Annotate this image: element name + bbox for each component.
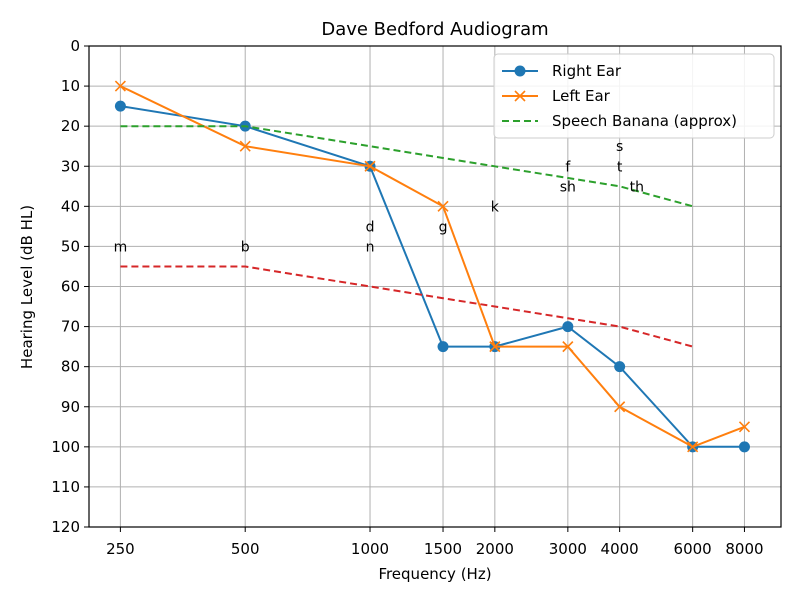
x-tick-label: 4000	[601, 540, 639, 558]
y-tick-label: 70	[61, 318, 80, 336]
series-speech-banana-approx	[120, 125, 693, 208]
phoneme-label: m	[114, 239, 128, 255]
legend-label: Speech Banana (approx)	[552, 112, 737, 130]
legend-swatch-marker	[514, 65, 526, 77]
legend-label: Left Ear	[552, 87, 611, 105]
legend-swatch-marker-stroke	[514, 90, 526, 102]
y-tick-label: 90	[61, 398, 80, 416]
series-layer	[114, 80, 751, 453]
y-tick-label: 80	[61, 358, 80, 376]
y-tick-label: 110	[51, 478, 80, 496]
series-right-ear	[114, 100, 750, 453]
x-axis-ticks: 250 500 1000 1500 2000 3000 4000 6000 8000	[106, 527, 764, 558]
x-axis-label: Frequency (Hz)	[378, 565, 491, 583]
series-lower-speech-boundary	[120, 265, 693, 348]
legend-entries: Right Ear Left Ear Speech Banana (approx)	[502, 62, 737, 130]
x-tick-label: 6000	[674, 540, 712, 558]
y-tick-label: 60	[61, 278, 80, 296]
right-ear-point	[562, 321, 574, 333]
phoneme-label: f	[565, 159, 571, 175]
right-ear-point	[437, 341, 449, 353]
phoneme-label: g	[439, 219, 448, 235]
x-tick-label: 3000	[549, 540, 587, 558]
y-tick-label: 40	[61, 197, 80, 215]
left-ear-point	[687, 441, 699, 453]
y-tick-label: 50	[61, 237, 80, 255]
left-ear-point-stroke	[437, 200, 449, 212]
phoneme-label: k	[491, 199, 500, 215]
left-ear-point-stroke	[687, 441, 699, 453]
y-axis-label: Hearing Level (dB HL)	[18, 205, 36, 369]
series-left-ear	[114, 80, 751, 453]
phoneme-label: sh	[560, 179, 576, 195]
left-ear-point	[562, 341, 574, 353]
legend-swatch-marker	[514, 90, 526, 102]
left-ear-point	[614, 401, 626, 413]
x-tick-label: 1500	[424, 540, 462, 558]
legend-entry-right-ear: Right Ear	[502, 62, 622, 80]
left-ear-point	[437, 200, 449, 212]
x-tick-label: 500	[231, 540, 260, 558]
x-tick-label: 8000	[725, 540, 763, 558]
phoneme-label: t	[617, 159, 623, 175]
phoneme-label: n	[366, 239, 375, 255]
y-tick-label: 30	[61, 157, 80, 175]
x-tick-label: 2000	[476, 540, 514, 558]
legend-entry-speech-banana-approx: Speech Banana (approx)	[502, 112, 737, 130]
left-ear-point	[489, 341, 501, 353]
y-tick-label: 100	[51, 438, 80, 456]
left-ear-point-stroke	[114, 80, 126, 92]
left-ear-point	[364, 160, 376, 172]
right-ear-point	[738, 441, 750, 453]
left-ear-point-stroke	[364, 160, 376, 172]
lower-speech-boundary-line	[120, 265, 693, 348]
x-tick-label: 1000	[351, 540, 389, 558]
legend: Right Ear Left Ear Speech Banana (approx)	[493, 53, 775, 139]
speech-banana-approx-line	[120, 125, 693, 208]
left-ear-point-stroke	[738, 421, 751, 433]
y-tick-label: 20	[61, 117, 80, 135]
left-ear-point	[239, 140, 251, 152]
right-ear-point	[614, 361, 626, 373]
left-ear-point-stroke	[489, 341, 501, 353]
y-tick-label: 120	[51, 518, 80, 536]
y-axis-ticks: 0 10 20 30 40 50 60 70 80 90 100 110 120	[51, 37, 89, 536]
left-ear-point	[114, 80, 126, 92]
left-ear-point-stroke	[562, 341, 574, 353]
left-ear-point-stroke	[239, 140, 251, 152]
phoneme-label: b	[241, 239, 250, 255]
chart-title: Dave Bedford Audiogram	[321, 19, 548, 40]
y-tick-label: 0	[70, 37, 80, 55]
legend-label: Right Ear	[552, 62, 622, 80]
left-ear-point-stroke	[614, 401, 626, 413]
right-ear-point	[114, 100, 126, 112]
y-tick-label: 10	[61, 77, 80, 95]
legend-entry-left-ear: Left Ear	[502, 87, 611, 105]
phoneme-label: th	[630, 179, 644, 195]
x-tick-label: 250	[106, 540, 135, 558]
phoneme-label: d	[366, 219, 375, 235]
phoneme-label: s	[616, 139, 623, 155]
left-ear-point	[738, 421, 751, 433]
legend-box	[493, 53, 775, 139]
